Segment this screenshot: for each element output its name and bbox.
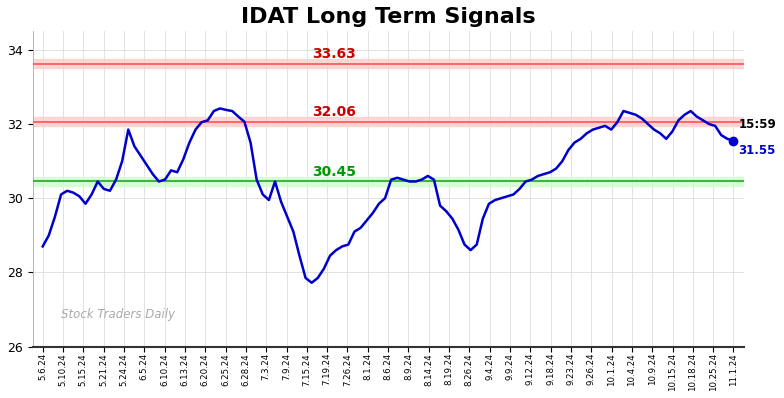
Text: 30.45: 30.45 <box>312 164 356 179</box>
Text: 33.63: 33.63 <box>312 47 356 60</box>
Text: Stock Traders Daily: Stock Traders Daily <box>61 308 175 321</box>
Text: 15:59: 15:59 <box>739 119 776 131</box>
Bar <box>33 59 744 68</box>
Title: IDAT Long Term Signals: IDAT Long Term Signals <box>241 7 535 27</box>
Text: 32.06: 32.06 <box>312 105 356 119</box>
Bar <box>33 177 744 186</box>
Text: 31.55: 31.55 <box>739 144 776 157</box>
Bar <box>33 117 744 126</box>
